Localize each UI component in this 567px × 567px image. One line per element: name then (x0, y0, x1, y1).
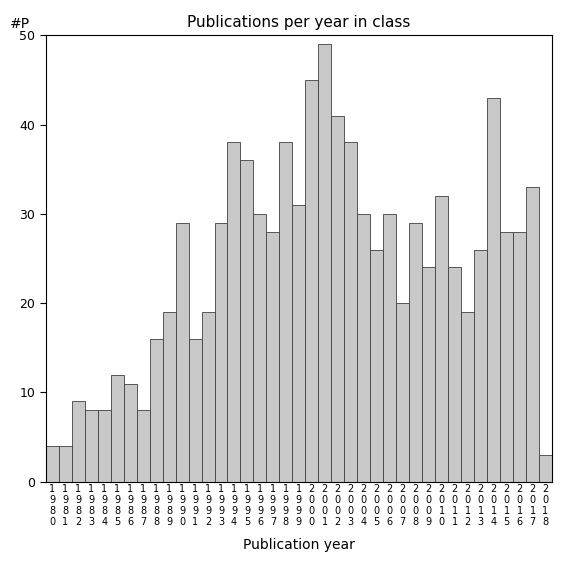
Bar (176, 223, 189, 482)
X-axis label: Publication year: Publication year (243, 538, 355, 552)
Bar (214, 223, 227, 482)
Bar (422, 268, 435, 482)
Title: Publications per year in class: Publications per year in class (187, 15, 411, 30)
Bar (357, 214, 370, 482)
Bar (539, 455, 552, 482)
Bar (266, 232, 280, 482)
Bar (500, 232, 513, 482)
Bar (201, 312, 214, 482)
Bar (124, 383, 137, 482)
Bar (344, 142, 357, 482)
Bar (370, 249, 383, 482)
Bar (280, 142, 293, 482)
Bar (59, 446, 71, 482)
Bar (306, 80, 318, 482)
Bar (318, 44, 331, 482)
Text: #P: #P (10, 17, 31, 31)
Bar (409, 223, 422, 482)
Bar (98, 411, 111, 482)
Bar (448, 268, 461, 482)
Bar (526, 187, 539, 482)
Bar (240, 160, 253, 482)
Bar (383, 214, 396, 482)
Bar (150, 339, 163, 482)
Bar (487, 98, 500, 482)
Bar (111, 375, 124, 482)
Bar (163, 312, 176, 482)
Bar (474, 249, 487, 482)
Bar (253, 214, 266, 482)
Bar (435, 196, 448, 482)
Bar (84, 411, 98, 482)
Bar (189, 339, 201, 482)
Bar (293, 205, 306, 482)
Bar (46, 446, 59, 482)
Bar (137, 411, 150, 482)
Bar (513, 232, 526, 482)
Bar (331, 116, 344, 482)
Bar (396, 303, 409, 482)
Bar (227, 142, 240, 482)
Bar (71, 401, 84, 482)
Bar (461, 312, 474, 482)
